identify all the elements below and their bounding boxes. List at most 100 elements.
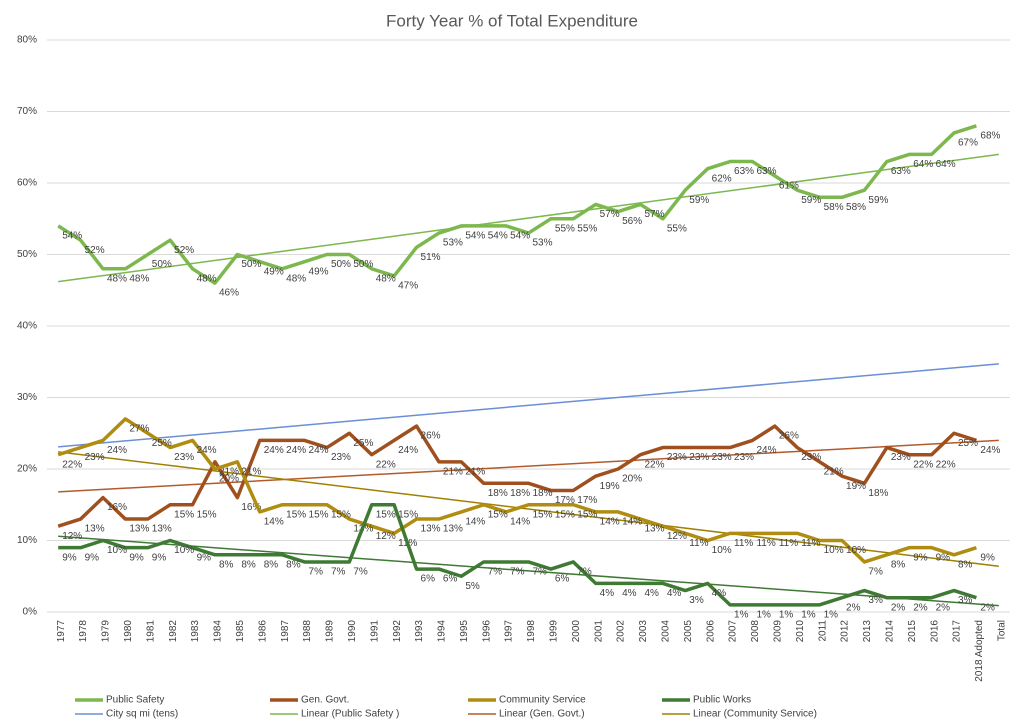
data-label: 4% (644, 588, 659, 599)
x-tick-label: 1979 (101, 620, 112, 643)
data-label: 18% (868, 488, 888, 499)
data-label: 8% (286, 559, 301, 570)
data-label: 26% (779, 431, 799, 442)
x-tick-label: 1989 (325, 620, 336, 643)
data-label: 1% (824, 609, 839, 620)
data-label: 4% (712, 588, 727, 599)
data-label: 23% (801, 452, 821, 463)
x-tick-label: 2018 Adopted (974, 620, 985, 682)
data-label: 7% (577, 567, 592, 578)
data-label: 9% (152, 552, 167, 563)
data-label: 1% (801, 609, 816, 620)
x-tick-label: 1982 (168, 620, 179, 643)
data-label: 25% (353, 438, 373, 449)
data-label: 11% (756, 538, 775, 549)
data-label: 8% (958, 559, 973, 570)
data-label: 9% (85, 552, 100, 563)
data-label: 54% (62, 231, 82, 242)
x-tick-label: 2015 (907, 620, 918, 643)
data-label: 26% (421, 431, 441, 442)
data-label: 7% (353, 567, 368, 578)
x-tick-label: 1983 (190, 620, 201, 643)
data-label: 23% (85, 452, 105, 463)
data-label: 15% (533, 509, 553, 520)
legend-label: Public Works (693, 695, 751, 706)
series-line (57, 424, 977, 528)
x-tick-label: 1998 (526, 620, 537, 643)
data-label: 2% (891, 602, 906, 613)
data-label: 24% (309, 445, 329, 456)
y-tick-label: 40% (17, 321, 37, 332)
data-label: 59% (801, 195, 821, 206)
data-label: 46% (219, 288, 239, 299)
x-tick-label: 1980 (123, 620, 134, 643)
x-tick-label: 2005 (683, 620, 694, 643)
data-label: 18% (488, 488, 508, 499)
data-label: 13% (421, 524, 441, 535)
data-label: 23% (734, 452, 754, 463)
data-label: 11% (734, 538, 753, 549)
data-label: 2% (913, 602, 928, 613)
data-label: 14% (510, 517, 530, 528)
data-label: 15% (577, 509, 597, 520)
x-tick-label: 1994 (437, 620, 448, 643)
data-label: 7% (488, 567, 503, 578)
data-label: 16% (107, 502, 127, 513)
legend-label: Linear (Community Service) (693, 709, 817, 720)
data-label: 24% (197, 445, 217, 456)
data-label: 25% (958, 438, 978, 449)
y-tick-label: 10% (17, 535, 37, 546)
x-tick-label: 1977 (56, 620, 67, 643)
x-tick-label: 1981 (145, 620, 156, 643)
data-label: 15% (174, 509, 194, 520)
data-label: 11% (801, 538, 820, 549)
data-label: 48% (129, 273, 149, 284)
data-label: 13% (644, 524, 664, 535)
data-label: 14% (465, 517, 485, 528)
data-label: 13% (152, 524, 172, 535)
data-label: 4% (622, 588, 637, 599)
data-label: 51% (421, 252, 441, 263)
data-label: 49% (309, 266, 329, 277)
x-tick-label: 2017 (952, 620, 963, 643)
data-label: 22% (62, 459, 82, 470)
data-label: 7% (868, 567, 883, 578)
x-tick-label: 1990 (347, 620, 358, 643)
y-tick-label: 70% (17, 106, 37, 117)
data-label: 2% (846, 602, 861, 613)
data-label: 57% (644, 209, 664, 220)
data-label: 12% (62, 531, 82, 542)
data-label: 15% (309, 509, 329, 520)
data-label: 64% (913, 159, 933, 170)
x-tick-label: 2004 (661, 620, 672, 643)
data-label: 55% (555, 223, 575, 234)
legend-label: Gen. Govt. (301, 695, 349, 706)
data-label: 57% (600, 209, 620, 220)
data-label: 50% (241, 259, 261, 270)
data-label: 47% (398, 281, 418, 292)
data-label: 9% (197, 552, 212, 563)
data-label: 9% (980, 552, 995, 563)
data-label: 15% (197, 509, 217, 520)
data-label: 18% (533, 488, 553, 499)
x-tick-label: 2007 (728, 620, 739, 643)
chart-title: Forty Year % of Total Expenditure (386, 11, 638, 30)
x-tick-label: 1987 (280, 620, 291, 643)
data-label: 48% (107, 273, 127, 284)
data-label: 17% (577, 495, 597, 506)
data-label: 4% (600, 588, 615, 599)
x-tick-label: 2010 (795, 620, 806, 643)
data-label: 19% (600, 481, 620, 492)
data-label: 21% (824, 466, 844, 477)
x-tick-label: 1993 (414, 620, 425, 643)
data-label: 12% (376, 531, 396, 542)
data-label: 9% (129, 552, 144, 563)
trendline (58, 153, 999, 283)
x-tick-label: 2002 (616, 620, 627, 643)
data-label: 1% (756, 609, 771, 620)
data-label: 24% (756, 445, 776, 456)
data-label: 11% (779, 538, 798, 549)
data-label: 22% (936, 459, 956, 470)
